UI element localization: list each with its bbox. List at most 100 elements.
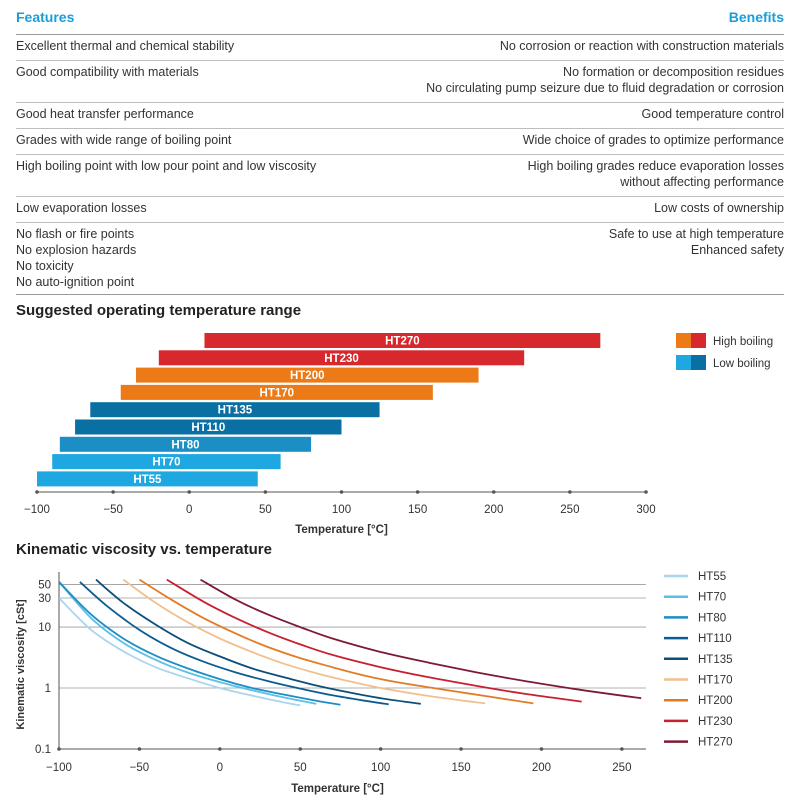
range-bar-label: HT170 <box>260 387 295 399</box>
feature-text: Low evaporation losses <box>16 201 147 215</box>
range-bar-rect <box>120 384 433 400</box>
range-chart-title: Suggested operating temperature range <box>16 302 302 319</box>
feature-text: No flash or fire points No explosion haz… <box>16 227 137 289</box>
table-row: Excellent thermal and chemical stability… <box>16 35 784 61</box>
range-x-tick-mark <box>415 490 420 494</box>
features-heading: Features <box>16 9 75 25</box>
range-bar-ht55: HT55 <box>37 471 258 487</box>
benefit-text: No corrosion or reaction with constructi… <box>499 39 784 53</box>
feature-text: Excellent thermal and chemical stability <box>16 39 235 53</box>
range-bar-ht200: HT200 <box>135 367 479 383</box>
table-header: Features Benefits <box>16 0 784 35</box>
range-x-tick-mark <box>644 490 648 494</box>
legend-swatch <box>676 333 691 348</box>
legend-swatch <box>691 355 706 370</box>
range-x-tick-label: −100 <box>24 504 50 516</box>
table-row: Good compatibility with materials No for… <box>16 61 784 103</box>
table-row: No flash or fire points No explosion haz… <box>16 223 784 295</box>
viscosity-x-tick-label: −50 <box>130 762 150 774</box>
range-bar-rect <box>158 350 525 366</box>
viscosity-x-tick-mark <box>57 747 61 751</box>
viscosity-x-tick-label: 0 <box>217 762 223 774</box>
range-bar-ht135: HT135 <box>90 402 380 418</box>
range-bar-rect <box>37 471 258 487</box>
viscosity-series-ht70 <box>59 581 317 705</box>
viscosity-series-ht170 <box>122 578 486 705</box>
viscosity-y-tick-label: 10 <box>38 622 51 634</box>
viscosity-series-ht55 <box>59 597 301 707</box>
benefit-text: Low costs of ownership <box>654 201 784 215</box>
viscosity-series-ht80 <box>59 581 341 706</box>
viscosity-x-tick-label: 250 <box>612 762 631 774</box>
range-bar-rect <box>204 333 601 348</box>
range-bar-rect <box>52 454 281 470</box>
legend-label: HT270 <box>698 737 733 749</box>
viscosity-x-tick-label: −100 <box>46 762 72 774</box>
range-x-tick-label: 50 <box>259 504 272 516</box>
viscosity-x-tick-mark <box>218 747 222 751</box>
benefits-heading: Benefits <box>728 9 784 25</box>
range-bar-ht70: HT70 <box>52 454 281 470</box>
range-bar-label: HT55 <box>133 474 162 486</box>
viscosity-chart-title: Kinematic viscosity vs. temperature <box>16 541 272 558</box>
range-bar-label: HT200 <box>290 370 325 382</box>
viscosity-x-tick-mark <box>137 747 142 751</box>
benefit-text: Safe to use at high temperature Enhanced… <box>608 227 784 257</box>
viscosity-x-tick-mark <box>378 747 383 751</box>
range-bar-ht230: HT230 <box>158 350 525 366</box>
viscosity-x-tick-label: 50 <box>294 762 307 774</box>
viscosity-chart: 0.1 1 10 30 50 −100 −50 0 50 100 150 200 250 Temperat… <box>15 571 733 795</box>
legend-swatch <box>691 333 706 348</box>
viscosity-x-tick-mark <box>620 747 624 751</box>
benefit-text: Good temperature control <box>641 107 784 121</box>
viscosity-x-tick-mark <box>459 747 463 751</box>
range-bar-label: HT70 <box>152 457 180 469</box>
table-row: Low evaporation losses Low costs of owne… <box>16 197 784 223</box>
benefit-text: High boiling grades reduce evaporation l… <box>527 159 784 189</box>
range-x-axis-label: Temperature [°C] <box>295 524 388 536</box>
range-x-tick-label: 0 <box>186 504 192 516</box>
table-row: High boiling point with low pour point a… <box>16 155 784 197</box>
range-bar-label: HT110 <box>191 422 225 434</box>
range-x-tick-mark <box>339 490 344 494</box>
range-bar-ht110: HT110 <box>75 419 342 435</box>
range-bar-label: HT80 <box>171 439 199 451</box>
range-legend-item: High boiling <box>676 333 773 348</box>
range-bar-rect <box>75 419 342 435</box>
benefit-text: No formation or decomposition residues N… <box>426 65 784 95</box>
viscosity-x-tick-mark <box>539 747 544 751</box>
viscosity-legend-item: HT55 <box>664 571 726 583</box>
range-x-tick-label: 100 <box>332 504 351 516</box>
range-legend-item: Low boiling <box>676 355 771 370</box>
legend-label: HT230 <box>698 716 733 728</box>
viscosity-legend-item: HT110 <box>664 633 732 645</box>
viscosity-legend-item: HT200 <box>664 695 733 707</box>
viscosity-legend-item: HT135 <box>664 654 733 666</box>
feature-text: Grades with wide range of boiling point <box>16 133 232 147</box>
viscosity-legend-item: HT230 <box>664 716 733 728</box>
viscosity-legend-item: HT170 <box>664 675 733 687</box>
range-x-tick-mark <box>263 490 268 494</box>
range-bar-rect <box>59 436 312 452</box>
legend-label: High boiling <box>713 336 773 348</box>
table-row: Grades with wide range of boiling point … <box>16 129 784 155</box>
range-bar-ht270: HT270 <box>204 333 601 348</box>
legend-label: Low boiling <box>713 358 771 370</box>
feature-text: Good heat transfer performance <box>16 107 194 121</box>
range-bar-label: HT135 <box>218 405 253 417</box>
range-x-tick-label: 300 <box>636 504 655 516</box>
viscosity-series-ht135 <box>95 578 421 705</box>
range-bar-label: HT230 <box>324 353 359 365</box>
legend-label: HT135 <box>698 654 733 666</box>
viscosity-x-tick-label: 100 <box>371 762 390 774</box>
viscosity-series-ht270 <box>200 578 642 700</box>
viscosity-series-ht110 <box>79 581 389 706</box>
legend-label: HT110 <box>698 633 732 645</box>
viscosity-legend-item: HT270 <box>664 737 733 749</box>
viscosity-legend-item: HT70 <box>664 592 726 604</box>
viscosity-x-tick-mark <box>298 747 303 751</box>
range-x-tick-label: −50 <box>103 504 123 516</box>
viscosity-series-ht230 <box>166 578 582 703</box>
features-benefits-table: Features Benefits Excellent thermal and … <box>16 0 784 295</box>
viscosity-x-tick-label: 200 <box>532 762 551 774</box>
